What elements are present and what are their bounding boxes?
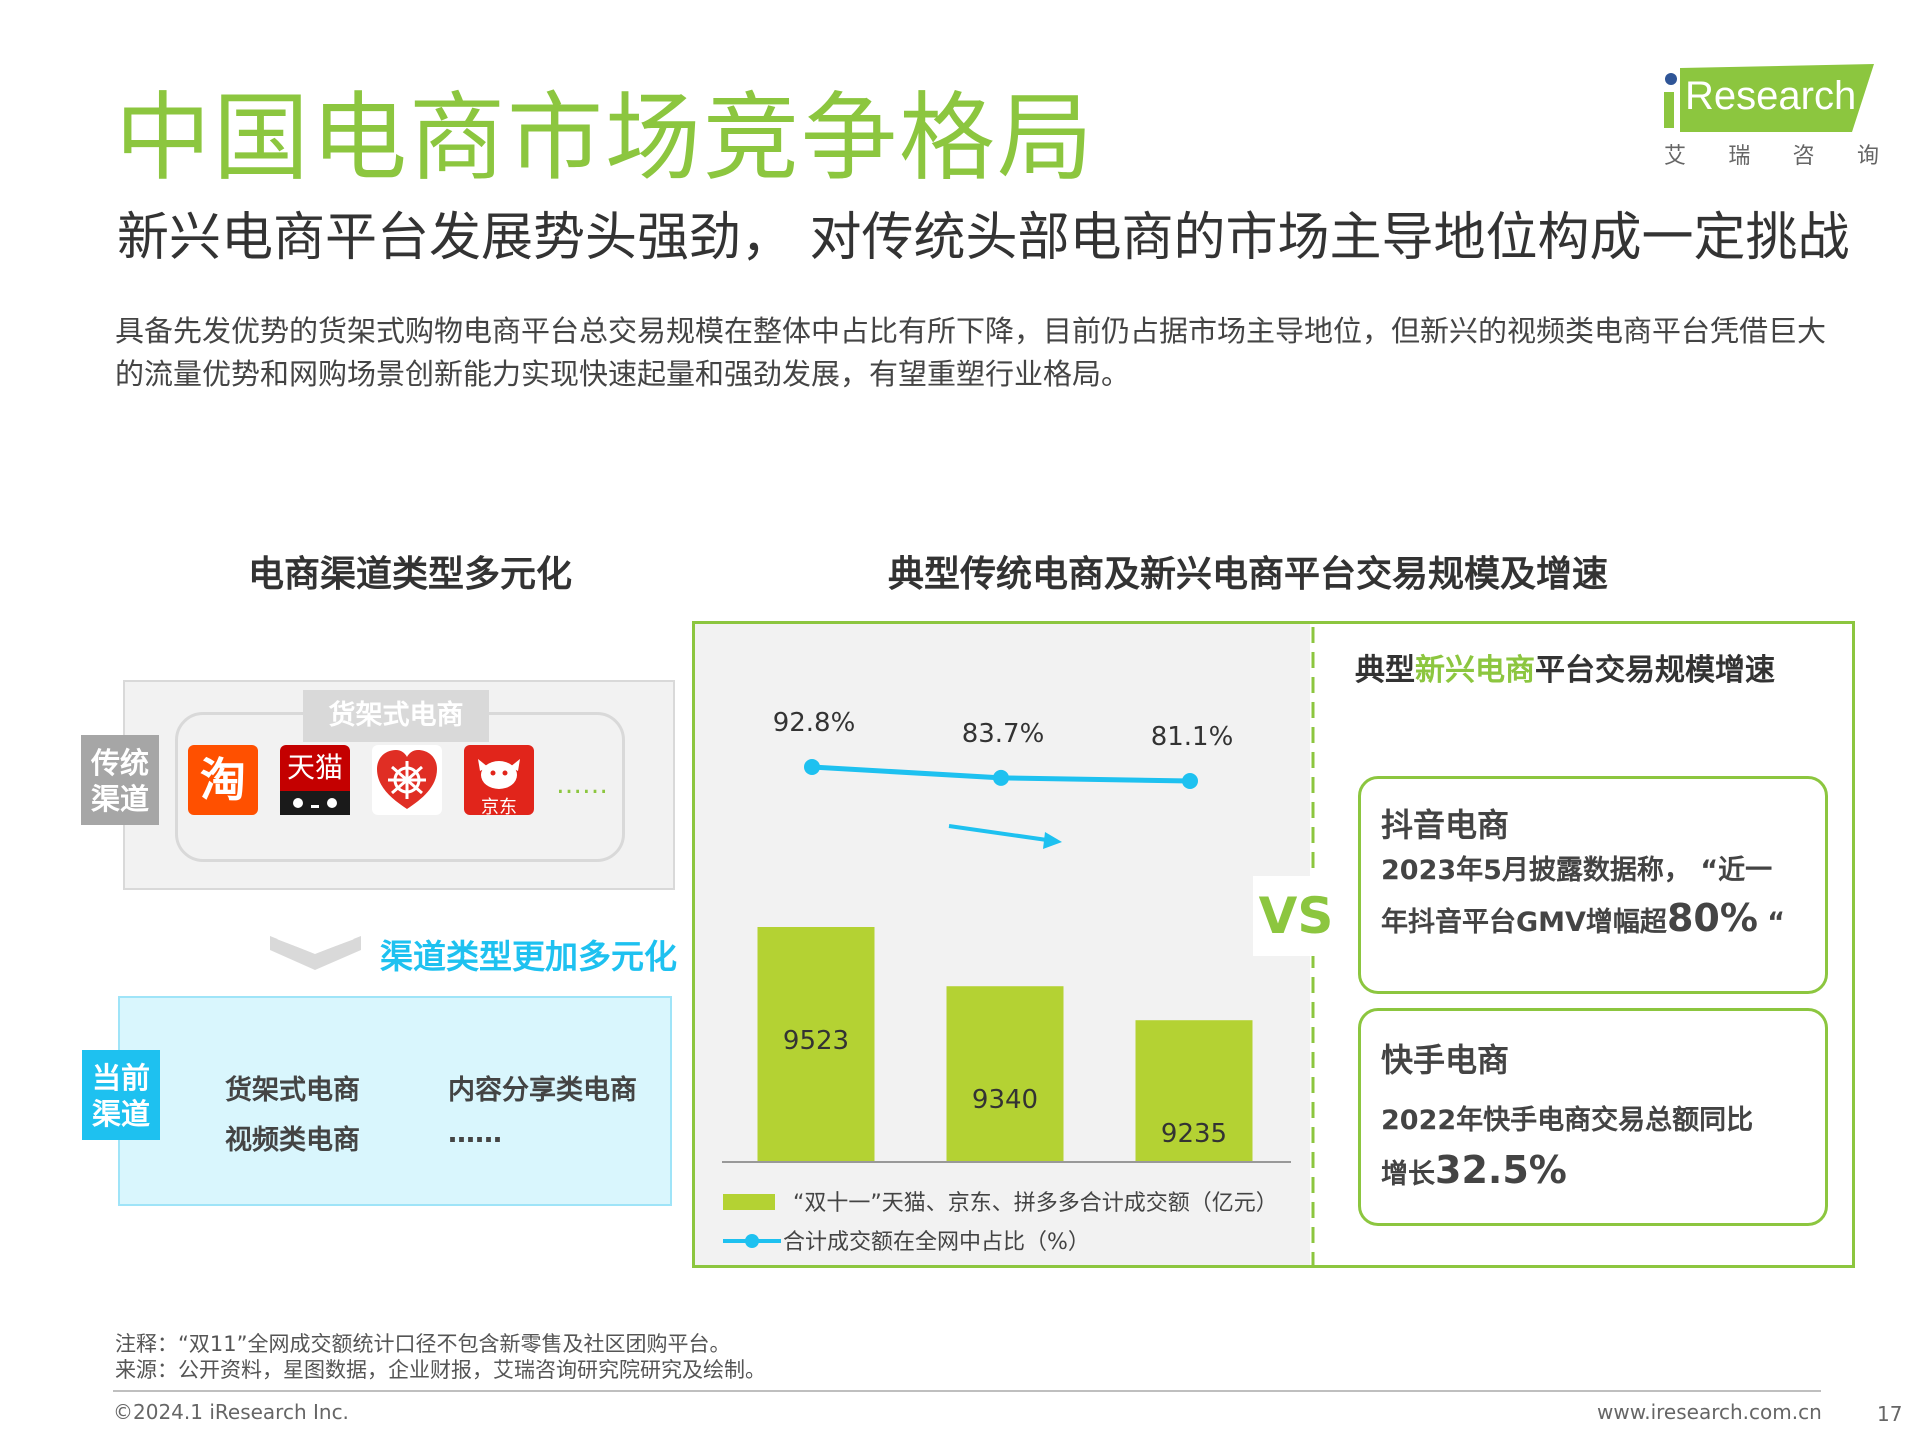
logo-text: Research [1685,74,1857,118]
legend-line-label: 合计成交额在全网中占比（%） [783,1230,1090,1255]
jd-app-label: 京东 [481,797,517,818]
trend-arrow-head-icon [1043,832,1062,849]
douyin-card-line2-prefix: 年抖音平台GMV增幅超 [1381,907,1667,938]
kuaishou-card [1358,1008,1828,1226]
bar-value-label: 9340 [972,1085,1038,1115]
iresearch-logo-banner [1680,64,1874,132]
copyright: ©2024.1 iResearch Inc. [113,1400,349,1424]
douyin-card-line1: 2023年5月披露数据称， “近一 [1381,855,1773,886]
trend-arrow-line [948,824,1048,842]
logo-cn-name: 艾 瑞 咨 询 [1664,138,1879,170]
footer-divider [113,1390,1821,1392]
kuaishou-card-line2: 增长32.5% [1381,1148,1567,1192]
source-note: 来源：公开资料，星图数据，企业财报，艾瑞咨询研究院研究及绘制。 [115,1358,766,1382]
logo-cn-char: 咨 [1792,144,1815,169]
logo-cn-char: 询 [1856,144,1879,169]
current-channel-item: 货架式电商 [225,1075,360,1106]
more-platforms-ellipsis: …… [556,770,608,800]
logo-i-bar-icon [1664,92,1674,128]
website-url: www.iresearch.com.cn [1597,1400,1822,1424]
subtitle-prefix: 典型 [1355,653,1415,688]
intro-paragraph: 具备先发优势的货架式购物电商平台总交易规模在整体中占比有所下降，目前仍占据市场主… [115,314,1827,391]
gmv-share-chart: 9523 9340 9235 92.8% 83.7% 81.1% “双十一”天猫、京东、拼多… [722,708,1291,1255]
footnote: 注释：“双11”全网成交额统计口径不包含新零售及社区团购平台。 [115,1332,731,1356]
jd-app-icon: 京东 [464,745,534,818]
douyin-card-line2: 年抖音平台GMV增幅超80% “ [1381,896,1785,940]
shelf-ecommerce-tag: 货架式电商 [303,690,489,742]
tmall-face-icon [280,791,350,815]
current-channel-item: 内容分享类电商 [448,1075,637,1106]
left-section-title: 电商渠道类型多元化 [248,554,573,595]
share-point [1182,773,1198,789]
legend-line-marker [745,1234,759,1248]
right-section-title: 典型传统电商及新兴电商平台交易规模及增速 [888,554,1609,595]
douyin-card-title: 抖音电商 [1381,806,1510,844]
subtitle-suffix: 平台交易规模增速 [1535,653,1775,688]
traditional-channel-tag: 传统渠道 [81,735,159,825]
bar-value-label: 9523 [783,1026,849,1056]
douyin-card-line2-suffix: “ [1757,907,1786,938]
pinduoduo-app-icon [372,745,442,815]
kuaishou-growth-value: 32.5% [1435,1148,1567,1192]
tmall-app-label: 天猫 [286,751,343,784]
share-value-label: 83.7% [962,719,1045,749]
bar [946,986,1064,1161]
bar [757,927,875,1161]
legend-bar-label: “双十一”天猫、京东、拼多多合计成交额（亿元） [793,1191,1278,1216]
page-subtitle: 新兴电商平台发展势头强劲， 对传统头部电商的市场主导地位构成一定挑战 [117,208,1850,268]
kuaishou-card-line2-prefix: 增长 [1381,1159,1435,1190]
share-point [993,769,1009,786]
current-channel-tag: 当前渠道 [82,1050,160,1140]
legend-bar-swatch [723,1194,775,1210]
page-title: 中国电商市场竞争格局 [115,82,1095,194]
jd-dog-icon [478,759,520,789]
chevron-down-icon [270,936,361,970]
tmall-app-icon: 天猫 [280,745,350,815]
douyin-growth-value: 80% [1666,896,1758,940]
kuaishou-card-line1: 2022年快手电商交易总额同比 [1381,1105,1754,1136]
diversified-channels-label: 渠道类型更加多元化 [380,937,677,976]
current-channel-item: …… [448,1118,502,1149]
share-point [804,759,820,775]
vs-divider [1311,627,1315,1265]
page-number: 17 [1877,1402,1903,1426]
current-channel-item: 视频类电商 [225,1125,360,1156]
bar [1135,1020,1253,1161]
share-value-label: 81.1% [1151,722,1234,752]
logo-dot-icon [1665,73,1677,85]
kuaishou-card-title: 快手电商 [1381,1041,1510,1079]
subtitle-highlight: 新兴电商 [1415,653,1535,688]
emerging-platforms-subtitle: 典型新兴电商平台交易规模增速 [1355,645,1775,689]
logo-cn-char: 艾 [1664,144,1687,169]
share-value-label: 92.8% [773,708,856,738]
taobao-app-icon: 淘 [188,745,258,815]
douyin-card [1358,776,1828,994]
bar-value-label: 9235 [1161,1119,1227,1149]
vs-label: VS [1253,876,1339,956]
logo-cn-char: 瑞 [1728,144,1751,169]
current-channel-panel [118,996,672,1206]
